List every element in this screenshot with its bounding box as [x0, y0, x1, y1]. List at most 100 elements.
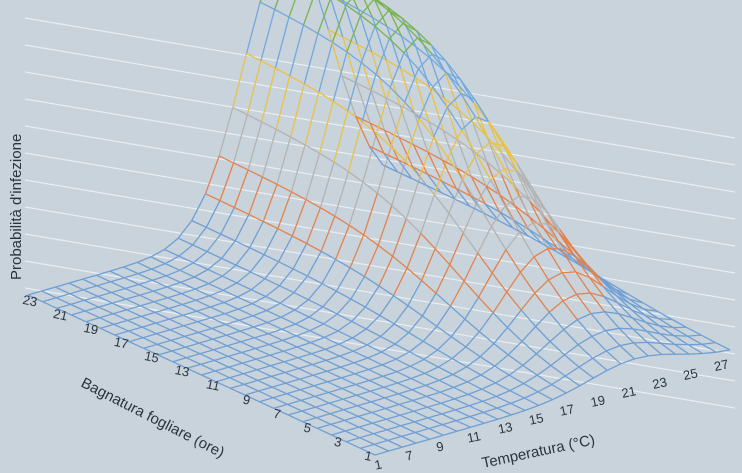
surface-gridline — [377, 205, 393, 246]
surface-gridline — [293, 275, 309, 294]
surface-gridline — [467, 388, 483, 396]
surface-gridline — [481, 382, 496, 390]
surface-gridline — [660, 342, 676, 355]
surface-gridline — [181, 303, 197, 312]
surface-gridline — [341, 383, 356, 390]
surface-gridline — [323, 313, 338, 325]
surface-gridline — [507, 340, 523, 356]
surface-gridline — [299, 378, 315, 387]
y-tick-label: 1 — [363, 448, 373, 464]
surface-gridline — [508, 364, 524, 376]
surface-gridline — [429, 57, 446, 72]
surface-gridline — [68, 282, 84, 291]
surface-gridline — [436, 325, 452, 338]
surface-gridline — [478, 312, 494, 332]
surface-gridline — [522, 353, 537, 366]
surface-gridline — [497, 414, 512, 420]
surface-gridline — [327, 29, 343, 77]
surface-gridline — [398, 389, 413, 395]
surface-gridline — [257, 379, 273, 388]
surface-gridline — [139, 294, 155, 303]
surface-gridline — [128, 326, 143, 332]
surface-gridline — [440, 398, 455, 404]
surface-gridline — [339, 355, 355, 364]
surface-gridline — [398, 399, 413, 406]
x-tick-label: 25 — [682, 365, 699, 383]
surface-gridline — [306, 250, 322, 277]
surface-gridline — [383, 152, 399, 173]
surface-gridline — [289, 75, 305, 85]
surface-gridline — [243, 383, 259, 392]
surface-gridline — [233, 162, 249, 171]
surface-gridline — [447, 129, 463, 158]
surface-gridline — [297, 357, 313, 366]
surface-gridline — [321, 259, 337, 284]
surface-gridline — [386, 414, 401, 420]
surface-gridline — [377, 244, 394, 257]
surface-gridline — [171, 350, 187, 359]
surface-gridline — [450, 305, 466, 320]
surface-gridline — [280, 316, 296, 325]
surface-gridline — [452, 373, 468, 383]
surface-gridline — [205, 200, 221, 228]
surface-gridline — [537, 391, 553, 401]
surface-gridline — [588, 267, 604, 287]
surface-gridline — [455, 187, 471, 197]
surface-gridline — [483, 407, 498, 414]
surface-gridline — [96, 270, 111, 276]
surface-gridline — [409, 340, 424, 353]
surface-gridline — [181, 288, 196, 295]
surface-gridline — [480, 365, 496, 376]
surface-gridline — [502, 145, 519, 173]
surface-gridline — [237, 296, 253, 305]
surface-gridline — [320, 250, 336, 260]
surface-gridline — [349, 267, 365, 278]
surface-gridline — [200, 359, 215, 366]
surface-gridline — [367, 351, 382, 359]
surface-gridline — [172, 361, 188, 369]
surface-gridline — [384, 393, 399, 399]
surface-gridline — [315, 406, 331, 415]
surface-gridline — [659, 333, 675, 345]
surface-gridline — [606, 363, 622, 371]
surface-gridline — [442, 129, 459, 141]
surface-gridline — [265, 295, 281, 304]
surface-gridline — [280, 309, 295, 318]
surface-gridline — [215, 381, 231, 389]
surface-gridline — [465, 331, 480, 348]
surface-gridline — [359, 433, 374, 439]
surface-gridline — [418, 118, 435, 138]
surface-gridline — [345, 4, 361, 16]
surface-gridline — [241, 351, 257, 360]
surface-gridline — [207, 268, 223, 277]
surface-gridline — [194, 276, 209, 285]
surface-gridline — [446, 106, 463, 131]
surface-gridline — [289, 24, 305, 77]
surface-gridline — [311, 348, 326, 355]
surface-gridline — [136, 261, 152, 270]
surface-gridline — [551, 375, 566, 386]
surface-gridline — [353, 344, 368, 352]
surface-gridline — [312, 370, 327, 376]
surface-gridline — [515, 170, 531, 202]
surface-gridline — [71, 314, 87, 323]
surface-gridline — [238, 303, 253, 310]
surface-gridline — [358, 426, 374, 435]
surface-gridline — [564, 375, 581, 387]
surface-gridline — [392, 255, 408, 269]
surface-gridline — [355, 82, 371, 124]
surface-gridline — [129, 337, 144, 343]
surface-gridline — [220, 207, 235, 235]
surface-gridline — [414, 431, 430, 440]
surface-gridline — [261, 121, 277, 130]
surface-gridline — [527, 228, 543, 245]
surface-gridline — [193, 268, 209, 278]
surface-gridline — [376, 133, 392, 147]
surface-gridline — [326, 366, 341, 372]
surface-gridline — [196, 310, 212, 319]
surface-gridline — [199, 349, 214, 355]
y-tick-label: 7 — [272, 406, 282, 422]
surface-gridline — [643, 308, 659, 320]
surface-gridline — [167, 297, 183, 306]
surface-gridline — [271, 375, 287, 384]
